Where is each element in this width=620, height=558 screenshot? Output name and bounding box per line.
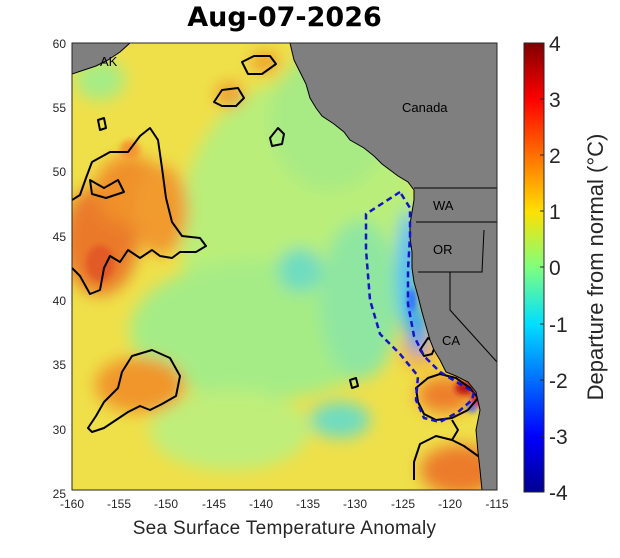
x-axis-label: Sea Surface Temperature Anomaly bbox=[132, 518, 437, 539]
region-label-or: OR bbox=[433, 242, 453, 257]
colorbar-tick-label: -1 bbox=[549, 314, 568, 337]
y-tick-label: 45 bbox=[53, 230, 67, 244]
colorbar-tick-label: 2 bbox=[549, 145, 561, 168]
y-tick-label: 35 bbox=[53, 358, 67, 372]
colorbar-tick-label: 0 bbox=[549, 257, 561, 280]
x-tick-label: -145 bbox=[202, 497, 226, 511]
x-tick-label: -150 bbox=[154, 497, 178, 511]
y-tick-label: 30 bbox=[53, 423, 67, 437]
land-north-america bbox=[289, 43, 497, 490]
x-tick-label: -160 bbox=[60, 497, 84, 511]
region-label-canada: Canada bbox=[402, 100, 448, 115]
x-tick-label: -135 bbox=[296, 497, 320, 511]
colorbar-tick-labels: 4 3 2 1 0 -1 -2 -3 -4 bbox=[549, 33, 568, 505]
y-tick-label: 25 bbox=[53, 487, 67, 501]
region-label-wa: WA bbox=[433, 198, 454, 213]
y-tick-label: 50 bbox=[53, 165, 67, 179]
colorbar-tick-label: 1 bbox=[549, 201, 561, 224]
region-label-ca: CA bbox=[442, 333, 460, 348]
region-label-ak: AK bbox=[100, 54, 118, 69]
colorbar-tick-label: -4 bbox=[549, 482, 568, 505]
state-borders bbox=[414, 187, 497, 363]
x-tick-label: -120 bbox=[438, 497, 462, 511]
land-alaska bbox=[72, 43, 131, 75]
colorbar-tick-label: 3 bbox=[549, 89, 561, 112]
colorbar-tick-label: 4 bbox=[549, 33, 561, 56]
y-tick-label: 60 bbox=[53, 37, 67, 51]
colorbar-ticks bbox=[540, 42, 544, 493]
x-tick-label: -140 bbox=[249, 497, 273, 511]
x-tick-label: -115 bbox=[485, 497, 508, 511]
colorbar-label: Departure from normal (°C) bbox=[583, 134, 608, 401]
colorbar-tick-label: -3 bbox=[549, 426, 568, 449]
y-tick-label: 40 bbox=[53, 294, 67, 308]
x-tick-label: -125 bbox=[391, 497, 415, 511]
y-axis-ticks: 60 55 50 45 40 35 30 25 bbox=[53, 37, 67, 501]
x-axis-ticks: -160 -155 -150 -145 -140 -135 -130 -125 … bbox=[60, 497, 509, 511]
monitoring-boundary bbox=[364, 190, 476, 424]
colorbar-tick-label: -2 bbox=[549, 370, 568, 393]
plot-frame bbox=[71, 42, 498, 491]
y-tick-label: 55 bbox=[53, 101, 67, 115]
x-tick-label: -130 bbox=[343, 497, 367, 511]
map-title: Aug-07-2026 bbox=[187, 2, 382, 33]
x-tick-label: -155 bbox=[107, 497, 131, 511]
